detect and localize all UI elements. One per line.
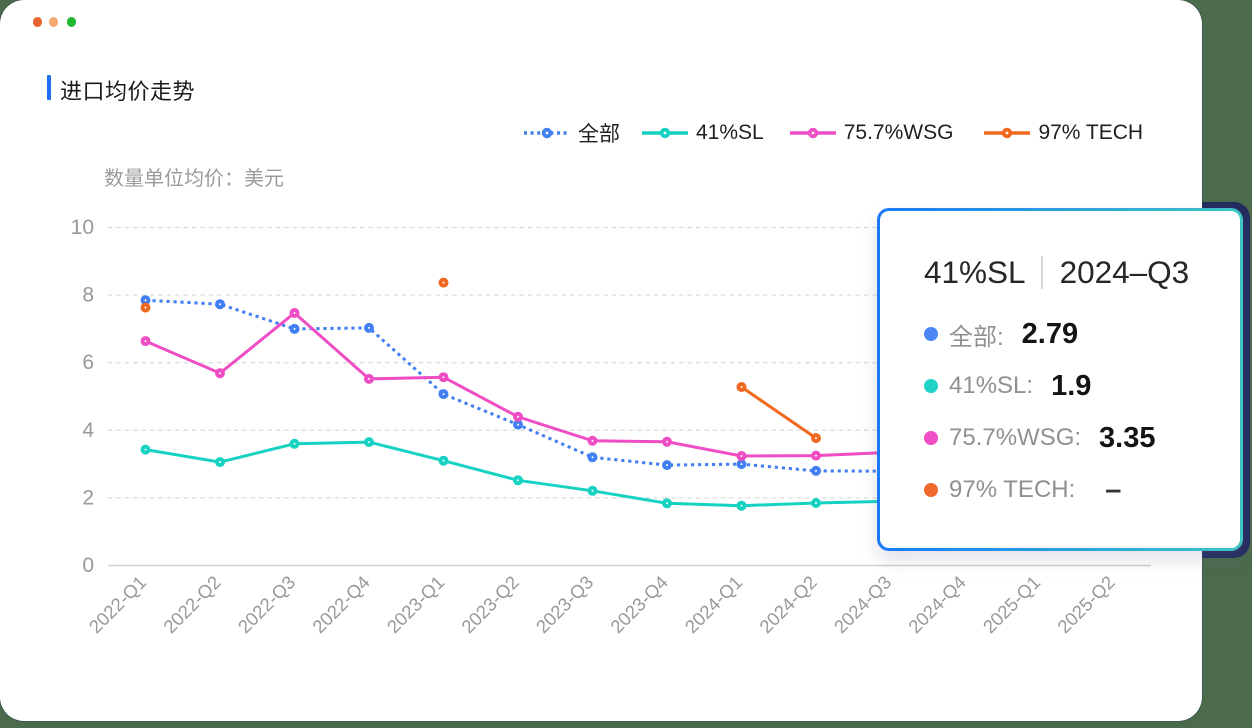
svg-text:2023-Q1: 2023-Q1 <box>383 571 449 637</box>
svg-text:4: 4 <box>82 419 94 442</box>
svg-text:10: 10 <box>71 216 94 239</box>
svg-text:2023-Q2: 2023-Q2 <box>457 571 523 637</box>
svg-text:2: 2 <box>82 486 94 509</box>
svg-text:2025-Q1: 2025-Q1 <box>979 571 1045 637</box>
svg-text:2022-Q2: 2022-Q2 <box>159 571 225 637</box>
svg-text:2024-Q3: 2024-Q3 <box>830 571 896 637</box>
svg-text:2025-Q2: 2025-Q2 <box>1053 571 1119 637</box>
svg-text:2024-Q2: 2024-Q2 <box>755 571 821 637</box>
svg-text:2023-Q4: 2023-Q4 <box>606 571 672 637</box>
svg-text:2023-Q3: 2023-Q3 <box>532 571 598 637</box>
svg-text:2022-Q4: 2022-Q4 <box>308 571 374 637</box>
svg-text:2024-Q1: 2024-Q1 <box>681 571 747 637</box>
svg-text:8: 8 <box>82 284 94 307</box>
svg-text:0: 0 <box>82 554 94 577</box>
svg-text:2024-Q4: 2024-Q4 <box>904 571 970 637</box>
svg-text:2022-Q3: 2022-Q3 <box>234 571 300 637</box>
svg-text:6: 6 <box>82 351 94 374</box>
svg-text:2022-Q1: 2022-Q1 <box>85 571 151 637</box>
